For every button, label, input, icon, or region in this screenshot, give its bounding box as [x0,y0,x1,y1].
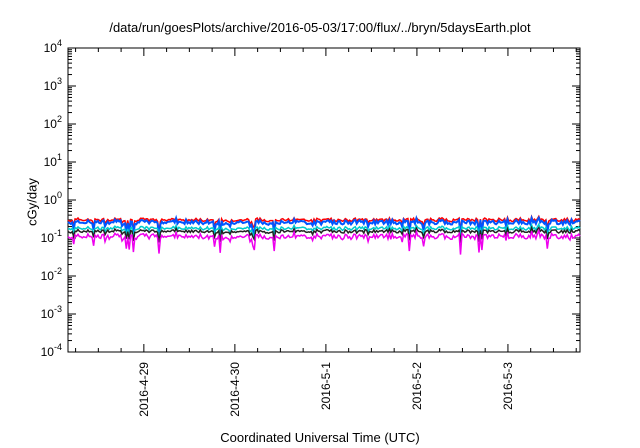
y-tick-label: 10-2 [41,266,62,283]
y-tick-label: 100 [44,190,62,207]
y-tick-label: 10-4 [41,342,62,359]
y-tick-label: 10-3 [41,304,62,321]
x-tick-label: 2016-5-2 [410,362,424,410]
series-line [67,214,581,232]
y-tick-label: 104 [44,38,62,55]
y-tick-label: 101 [44,152,62,169]
x-tick-label: 2016-5-3 [501,362,515,410]
series-line [67,222,581,240]
series-line [67,228,581,255]
x-tick-label: 2016-4-29 [137,362,151,417]
y-tick-label: 103 [44,76,62,93]
plot-frame [67,47,581,353]
y-axis-label: cGy/day [24,178,40,226]
series-line [67,225,581,243]
x-tick-label: 2016-5-1 [319,362,333,410]
x-axis-label: Coordinated Universal Time (UTC) [220,430,420,445]
series-line [67,214,581,239]
y-tick-label: 10-1 [41,228,62,245]
x-tick-label: 2016-4-30 [228,362,242,417]
y-tick-label: 102 [44,114,62,131]
chart-title: /data/run/goesPlots/archive/2016-05-03/1… [109,20,531,35]
